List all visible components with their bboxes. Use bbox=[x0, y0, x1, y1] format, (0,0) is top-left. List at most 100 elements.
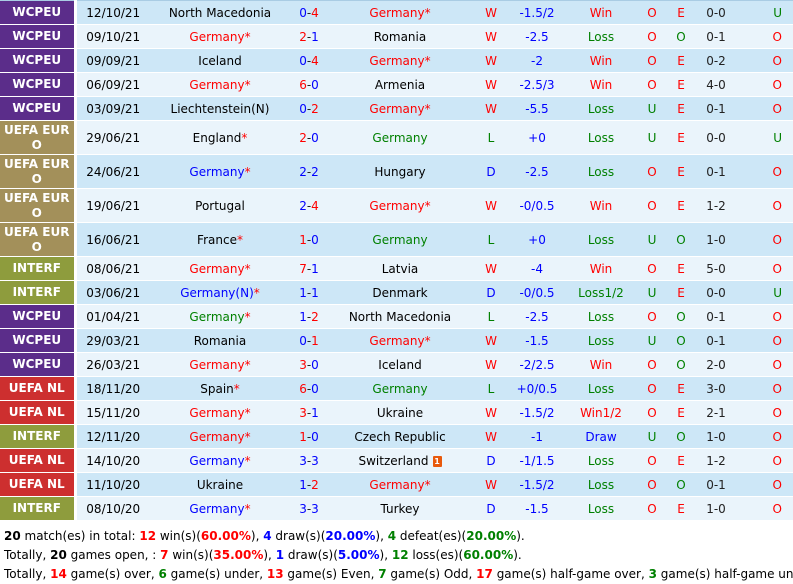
team-name: Germany bbox=[189, 405, 245, 420]
over-under: O bbox=[638, 48, 666, 73]
handicap-result: Loss bbox=[564, 472, 638, 497]
stat-text: Totally, bbox=[4, 567, 51, 581]
away-goals: 0 bbox=[311, 429, 319, 444]
even-odd: O bbox=[666, 472, 696, 497]
half-game-over-under: O bbox=[736, 24, 793, 49]
handicap-result: Win bbox=[564, 256, 638, 281]
away-team: Ukraine bbox=[328, 400, 472, 425]
stat-number: 7 bbox=[160, 548, 169, 562]
score-dash: - bbox=[306, 77, 312, 92]
handicap-favorite-star: * bbox=[424, 477, 431, 492]
handicap-favorite-star: * bbox=[244, 164, 251, 179]
result-letter: W bbox=[472, 48, 510, 73]
competition-badge: UEFA NL bbox=[0, 400, 77, 425]
score-dash: - bbox=[306, 381, 312, 396]
half-time-score: 1-0 bbox=[696, 424, 736, 449]
stat-number: 14 bbox=[50, 567, 67, 581]
over-under: O bbox=[638, 0, 666, 25]
handicap-favorite-star: * bbox=[253, 285, 260, 300]
asian-handicap: +0 bbox=[510, 222, 564, 257]
stat-text: loss(es)( bbox=[408, 548, 464, 562]
stat-text: ). bbox=[513, 548, 522, 562]
even-odd: O bbox=[666, 222, 696, 257]
even-odd: E bbox=[666, 188, 696, 223]
away-goals: 2 bbox=[311, 477, 319, 492]
half-time-score: 0-0 bbox=[696, 120, 736, 155]
over-under: O bbox=[638, 304, 666, 329]
home-team: Germany* bbox=[150, 352, 290, 377]
home-team: Germany* bbox=[150, 448, 290, 473]
team-name: Romania bbox=[373, 29, 427, 44]
over-under: O bbox=[638, 256, 666, 281]
stat-number: 60.00% bbox=[200, 529, 251, 543]
h2h-matches-table: WCPEU 12/10/21 North Macedonia 0-4 Germany* W… bbox=[0, 0, 793, 521]
away-goals: 1 bbox=[311, 261, 319, 276]
asian-handicap: -0/0.5 bbox=[510, 188, 564, 223]
away-goals: 4 bbox=[311, 5, 319, 20]
full-time-score: 0-2 bbox=[290, 96, 328, 121]
handicap-result: Loss1/2 bbox=[564, 280, 638, 305]
home-goals: 2 bbox=[299, 198, 307, 213]
team-name: Denmark bbox=[372, 285, 428, 300]
match-row: WCPEU 29/03/21 Romania 0-1 Germany* W -1.5 Loss… bbox=[0, 328, 793, 353]
full-time-score: 3-1 bbox=[290, 400, 328, 425]
summary-stats: 20 match(es) in total: 12 win(s)(60.00%)… bbox=[0, 521, 793, 584]
half-game-over-under: O bbox=[736, 96, 793, 121]
handicap-result: Loss bbox=[564, 448, 638, 473]
stat-text: game(s) half-game under bbox=[660, 567, 793, 581]
away-goals: 0 bbox=[311, 357, 319, 372]
result-letter: D bbox=[472, 496, 510, 521]
match-date: 18/11/20 bbox=[75, 376, 150, 401]
over-under: O bbox=[638, 188, 666, 223]
result-letter: W bbox=[472, 24, 510, 49]
competition-badge: INTERF bbox=[0, 256, 77, 281]
red-card-icon: 1 bbox=[432, 455, 442, 467]
even-odd: O bbox=[666, 328, 696, 353]
half-game-over-under: O bbox=[736, 154, 793, 189]
stat-number: 5.00% bbox=[337, 548, 380, 562]
away-team: Hungary bbox=[328, 154, 472, 189]
away-goals: 0 bbox=[311, 381, 319, 396]
over-under: O bbox=[638, 154, 666, 189]
away-team: North Macedonia bbox=[328, 304, 472, 329]
competition-badge: WCPEU bbox=[0, 328, 77, 353]
score-dash: - bbox=[306, 53, 312, 68]
even-odd: E bbox=[666, 0, 696, 25]
team-name: Germany bbox=[372, 130, 428, 145]
handicap-result: Loss bbox=[564, 304, 638, 329]
stat-text: ), bbox=[263, 548, 276, 562]
home-goals: 0 bbox=[299, 333, 307, 348]
over-under: O bbox=[638, 72, 666, 97]
handicap-result: Win bbox=[564, 0, 638, 25]
home-team: Germany* bbox=[150, 154, 290, 189]
asian-handicap: +0 bbox=[510, 120, 564, 155]
stat-number: 20.00% bbox=[325, 529, 376, 543]
team-name: Germany bbox=[369, 53, 425, 68]
stat-number: 7 bbox=[378, 567, 387, 581]
handicap-result: Win1/2 bbox=[564, 400, 638, 425]
handicap-result: Loss bbox=[564, 376, 638, 401]
half-time-score: 1-2 bbox=[696, 188, 736, 223]
half-time-score: 2-0 bbox=[696, 352, 736, 377]
result-letter: D bbox=[472, 154, 510, 189]
score-dash: - bbox=[306, 429, 312, 444]
stat-text: win(s)( bbox=[168, 548, 214, 562]
handicap-favorite-star: * bbox=[233, 381, 240, 396]
score-dash: - bbox=[306, 164, 312, 179]
handicap-record-line: Totally, 20 games open, : 7 win(s)(35.00… bbox=[4, 546, 789, 565]
total-record-line: 20 match(es) in total: 12 win(s)(60.00%)… bbox=[4, 527, 789, 546]
handicap-favorite-star: * bbox=[424, 333, 431, 348]
half-time-score: 1-0 bbox=[696, 496, 736, 521]
half-game-over-under: O bbox=[736, 448, 793, 473]
score-dash: - bbox=[306, 501, 312, 516]
full-time-score: 1-2 bbox=[290, 304, 328, 329]
away-team: Czech Republic bbox=[328, 424, 472, 449]
asian-handicap: -1.5 bbox=[510, 328, 564, 353]
home-goals: 6 bbox=[299, 381, 307, 396]
full-time-score: 3-3 bbox=[290, 448, 328, 473]
asian-handicap: +0/0.5 bbox=[510, 376, 564, 401]
half-time-score: 5-0 bbox=[696, 256, 736, 281]
asian-handicap: -2.5 bbox=[510, 24, 564, 49]
team-name: Germany(N) bbox=[180, 285, 254, 300]
full-time-score: 0-1 bbox=[290, 328, 328, 353]
